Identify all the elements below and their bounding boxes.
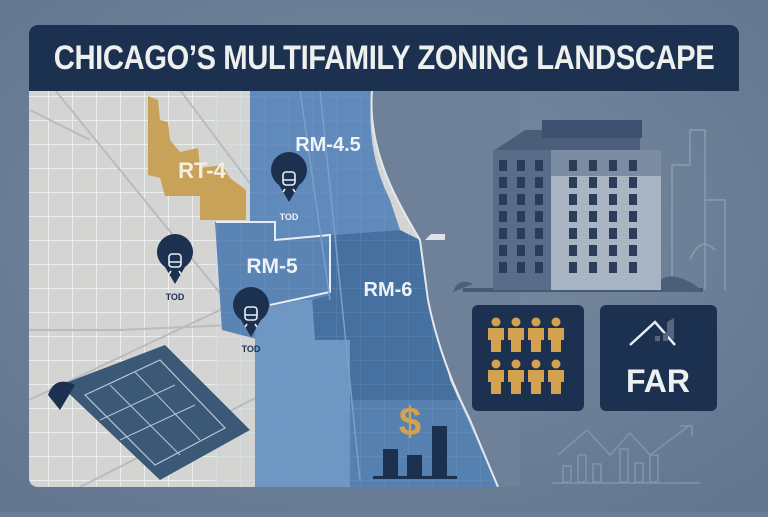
- zoning-map: [29, 90, 520, 487]
- window: [609, 211, 617, 222]
- people-icon: [488, 317, 564, 394]
- zone-rt-4: [148, 96, 246, 220]
- window: [517, 228, 525, 239]
- window: [609, 245, 617, 256]
- person-icon: [528, 317, 544, 352]
- window: [629, 160, 637, 171]
- window: [629, 262, 637, 273]
- person-icon: [548, 317, 564, 352]
- window: [535, 228, 543, 239]
- growth-chart-icon: [552, 424, 700, 484]
- window: [629, 228, 637, 239]
- person-icon: [488, 359, 504, 394]
- window: [535, 160, 543, 171]
- window: [589, 211, 597, 222]
- train-icon: [282, 171, 296, 193]
- window: [535, 211, 543, 222]
- transit-pin[interactable]: TOD: [157, 234, 193, 302]
- zone-label-rt-4: RT-4: [178, 158, 226, 183]
- window: [629, 211, 637, 222]
- window: [609, 194, 617, 205]
- window: [499, 211, 507, 222]
- window: [589, 228, 597, 239]
- window: [499, 228, 507, 239]
- window: [569, 211, 577, 222]
- cost-chart-icon: $: [373, 400, 457, 479]
- window: [499, 245, 507, 256]
- page-title: CHICAGO’S MULTIFAMILY ZONING LANDSCAPE: [53, 38, 715, 77]
- window: [517, 160, 525, 171]
- window: [499, 194, 507, 205]
- person-icon: [548, 359, 564, 394]
- title-banner: CHICAGO’S MULTIFAMILY ZONING LANDSCAPE: [29, 25, 739, 91]
- train-icon: [168, 253, 182, 275]
- train-icon: [244, 306, 258, 328]
- window: [535, 262, 543, 273]
- window: [589, 262, 597, 273]
- window: [569, 177, 577, 188]
- window: [499, 160, 507, 171]
- transit-pin[interactable]: TOD: [233, 287, 269, 354]
- blueprint-icon: [48, 345, 250, 480]
- person-icon: [508, 359, 524, 394]
- roof-icon: [629, 318, 676, 346]
- person-icon: [508, 317, 524, 352]
- tod-label: TOD: [280, 212, 299, 222]
- tod-label: TOD: [242, 344, 261, 354]
- zone-label-rm-5: RM-5: [246, 255, 298, 278]
- zone-label-rm-4-5: RM-4.5: [295, 134, 361, 156]
- window: [535, 194, 543, 205]
- window: [589, 177, 597, 188]
- window: [609, 160, 617, 171]
- window: [517, 211, 525, 222]
- window: [517, 262, 525, 273]
- map-pin-icon: [157, 234, 193, 284]
- window: [569, 194, 577, 205]
- window: [499, 177, 507, 188]
- apartment-building-icon: [453, 120, 703, 292]
- window: [517, 177, 525, 188]
- window: [589, 245, 597, 256]
- window: [589, 160, 597, 171]
- window: [629, 177, 637, 188]
- window: [569, 228, 577, 239]
- person-icon: [488, 317, 504, 352]
- map-pin-icon: [233, 287, 269, 337]
- far-label: FAR: [626, 363, 690, 399]
- window: [609, 262, 617, 273]
- window: [569, 262, 577, 273]
- window: [569, 245, 577, 256]
- window: [517, 194, 525, 205]
- window: [535, 177, 543, 188]
- window: [609, 228, 617, 239]
- window: [517, 245, 525, 256]
- window: [629, 194, 637, 205]
- person-icon: [528, 359, 544, 394]
- zone-label-rm-6: RM-6: [364, 279, 413, 301]
- density-box: [472, 305, 584, 411]
- map-pin-icon: [271, 152, 307, 202]
- window: [629, 245, 637, 256]
- far-box: [600, 305, 717, 411]
- window: [535, 245, 543, 256]
- window: [609, 177, 617, 188]
- transit-pin[interactable]: TOD: [271, 152, 307, 222]
- window: [569, 160, 577, 171]
- window: [589, 194, 597, 205]
- dollar-icon: $: [399, 400, 421, 444]
- tod-label: TOD: [166, 292, 185, 302]
- window: [499, 262, 507, 273]
